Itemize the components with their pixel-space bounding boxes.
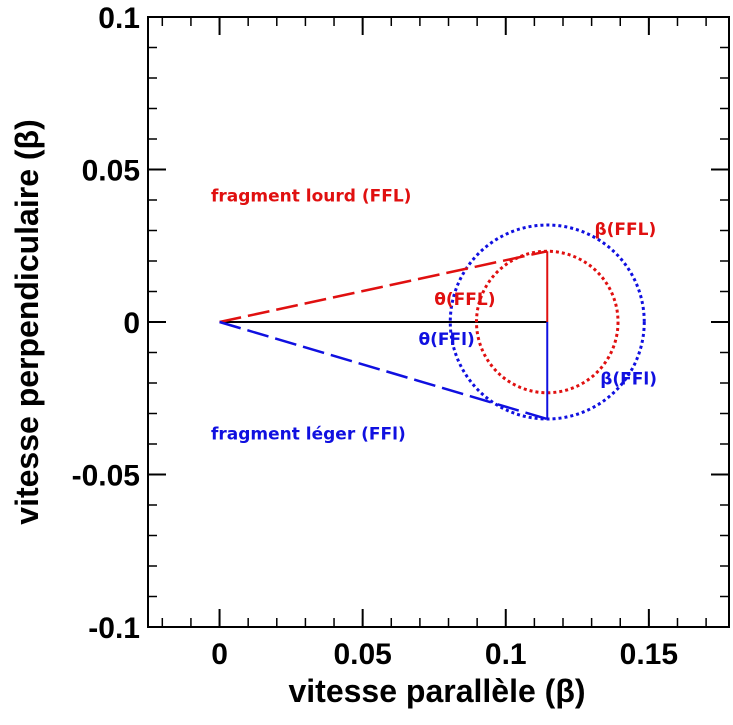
x-tick-label: 0.05 (333, 638, 391, 671)
annotation-theta-heavy: θ(FFL) (434, 290, 495, 310)
x-tick-label: 0.1 (485, 638, 527, 671)
x-axis-title: vitesse parallèle (β) (288, 673, 585, 709)
y-tick-label: 0.05 (82, 155, 140, 188)
annotation-heavy-fragment: fragment lourd (FFL) (211, 187, 412, 207)
x-tick-label: 0 (211, 638, 228, 671)
annotation-theta-light: θ(FFl) (418, 330, 474, 350)
light-fragment-vector (219, 320, 548, 421)
x-tick-label: 0.15 (620, 638, 678, 671)
annotation-beta-heavy: β(FFL) (594, 220, 656, 240)
y-tick-label: -0.1 (88, 612, 140, 645)
annotation-light-fragment: fragment léger (FFl) (211, 424, 406, 444)
y-tick-label: 0 (123, 307, 140, 340)
y-tick-label: -0.05 (72, 460, 140, 493)
y-axis-title: vitesse perpendiculaire (β) (9, 119, 45, 524)
heavy-fragment-vector (219, 250, 548, 324)
annotation-beta-light: β(FFl) (600, 370, 657, 390)
y-tick-label: 0.1 (98, 2, 140, 35)
